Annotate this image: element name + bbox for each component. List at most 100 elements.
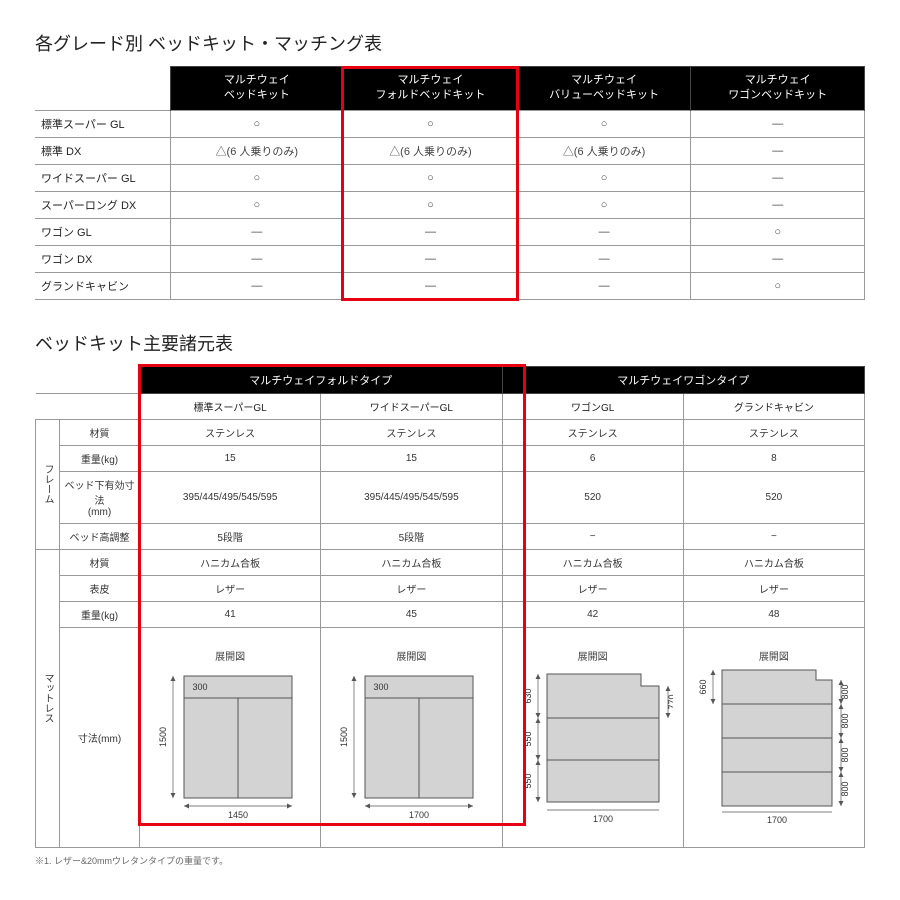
matching-row-label: 標準 DX (35, 137, 170, 164)
spec-cell: ステンレス (140, 419, 321, 445)
spec-cell: 395/445/495/545/595 (140, 471, 321, 523)
svg-text:300: 300 (193, 682, 208, 692)
svg-text:800: 800 (840, 684, 850, 699)
footnote: ※1. レザー&20mmウレタンタイプの重量です。 (35, 854, 865, 867)
matching-cell: — (170, 218, 344, 245)
spec-sub-header: ワイドスーパーGL (321, 393, 502, 419)
spec-row-label: ベッド高調整 (60, 523, 140, 549)
matching-cell: ○ (344, 110, 518, 137)
matching-cell: ○ (344, 191, 518, 218)
matching-cell: — (517, 218, 691, 245)
matching-cell: — (691, 164, 865, 191)
spec-cell: 45 (321, 601, 502, 627)
spec-sub-header: ワゴンGL (502, 393, 683, 419)
spec-cell: 520 (683, 471, 864, 523)
spec-diagram-cell: 展開図15003001450 (140, 627, 321, 847)
svg-text:550: 550 (523, 731, 533, 746)
spec-group-header: マルチウェイワゴンタイプ (502, 366, 865, 393)
spec-section-vlabel: マットレス (36, 549, 60, 847)
bed-diagram: 展開図15003001450 (144, 648, 316, 823)
matching-col-header: マルチウェイフォルドベッドキット (344, 67, 518, 111)
matching-cell: ○ (517, 110, 691, 137)
bed-diagram: 展開図6608008008008001700 (688, 648, 860, 823)
matching-cell: — (691, 245, 865, 272)
matching-col-header: マルチウェイワゴンベッドキット (691, 67, 865, 111)
spec-cell: 520 (502, 471, 683, 523)
spec-group-header: マルチウェイフォルドタイプ (140, 366, 503, 393)
matching-cell: — (170, 245, 344, 272)
spec-table: マルチウェイフォルドタイプマルチウェイワゴンタイプ標準スーパーGLワイドスーパー… (35, 366, 865, 848)
spec-title: ベッドキット主要諸元表 (35, 330, 865, 356)
spec-row-label: 材質 (60, 549, 140, 575)
diagram-title: 展開図 (759, 648, 789, 663)
matching-table: マルチウェイベッドキットマルチウェイフォルドベッドキットマルチウェイバリューベッ… (35, 66, 865, 300)
spec-cell: ハニカム合板 (140, 549, 321, 575)
spec-cell: 15 (321, 445, 502, 471)
spec-cell: ハニカム合板 (683, 549, 864, 575)
svg-text:800: 800 (840, 747, 850, 762)
matching-cell: △(6 人乗りのみ) (344, 137, 518, 164)
spec-cell: 5段階 (140, 523, 321, 549)
matching-row-label: ワゴン GL (35, 218, 170, 245)
matching-cell: — (517, 272, 691, 299)
diagram-title: 展開図 (396, 648, 426, 663)
matching-row-label: ワイドスーパー GL (35, 164, 170, 191)
matching-cell: — (344, 245, 518, 272)
diagram-title: 展開図 (578, 648, 608, 663)
spec-cell: 6 (502, 445, 683, 471)
matching-cell: — (170, 272, 344, 299)
matching-cell: — (691, 137, 865, 164)
matching-cell: ○ (170, 164, 344, 191)
bed-diagram: 展開図6305505507701700 (507, 648, 679, 823)
matching-cell: ○ (517, 164, 691, 191)
matching-row-label: 標準スーパー GL (35, 110, 170, 137)
matching-cell: ○ (691, 218, 865, 245)
spec-cell: ステンレス (321, 419, 502, 445)
spec-row-label: 重量(kg) (60, 601, 140, 627)
matching-cell: — (344, 272, 518, 299)
svg-text:550: 550 (523, 773, 533, 788)
spec-row-label: 重量(kg) (60, 445, 140, 471)
matching-cell: — (691, 110, 865, 137)
svg-text:300: 300 (374, 682, 389, 692)
svg-text:660: 660 (698, 679, 708, 694)
svg-text:1500: 1500 (339, 727, 349, 747)
svg-text:1500: 1500 (158, 727, 168, 747)
spec-cell: 395/445/495/545/595 (321, 471, 502, 523)
spec-cell: 48 (683, 601, 864, 627)
spec-section-vlabel: フレーム (36, 419, 60, 549)
matching-cell: ○ (344, 164, 518, 191)
spec-cell: 42 (502, 601, 683, 627)
spec-cell: 5段階 (321, 523, 502, 549)
matching-cell: △(6 人乗りのみ) (517, 137, 691, 164)
spec-cell: − (683, 523, 864, 549)
spec-cell: レザー (321, 575, 502, 601)
spec-row-label: 材質 (60, 419, 140, 445)
matching-cell: ○ (517, 191, 691, 218)
matching-row-label: スーパーロング DX (35, 191, 170, 218)
spec-cell: ハニカム合板 (321, 549, 502, 575)
diagram-title: 展開図 (215, 648, 245, 663)
matching-cell: — (691, 191, 865, 218)
spec-cell: − (502, 523, 683, 549)
svg-text:800: 800 (840, 713, 850, 728)
spec-cell: レザー (502, 575, 683, 601)
matching-col-header: マルチウェイベッドキット (170, 67, 344, 111)
matching-row-label: ワゴン DX (35, 245, 170, 272)
svg-text:770: 770 (667, 694, 673, 709)
matching-cell: ○ (691, 272, 865, 299)
spec-sub-header: グランドキャビン (683, 393, 864, 419)
matching-cell: ○ (170, 191, 344, 218)
svg-text:1700: 1700 (593, 814, 613, 823)
spec-diagram-cell: 展開図 1500 300 1700 (321, 627, 502, 847)
matching-cell: — (517, 245, 691, 272)
spec-sub-header: 標準スーパーGL (140, 393, 321, 419)
svg-text:1700: 1700 (767, 815, 787, 823)
matching-row-label: グランドキャビン (35, 272, 170, 299)
spec-cell: レザー (683, 575, 864, 601)
matching-cell: △(6 人乗りのみ) (170, 137, 344, 164)
matching-title: 各グレード別 ベッドキット・マッチング表 (35, 30, 865, 56)
spec-diagram-cell: 展開図6305505507701700 (502, 627, 683, 847)
spec-cell: 8 (683, 445, 864, 471)
svg-text:1700: 1700 (409, 810, 429, 820)
